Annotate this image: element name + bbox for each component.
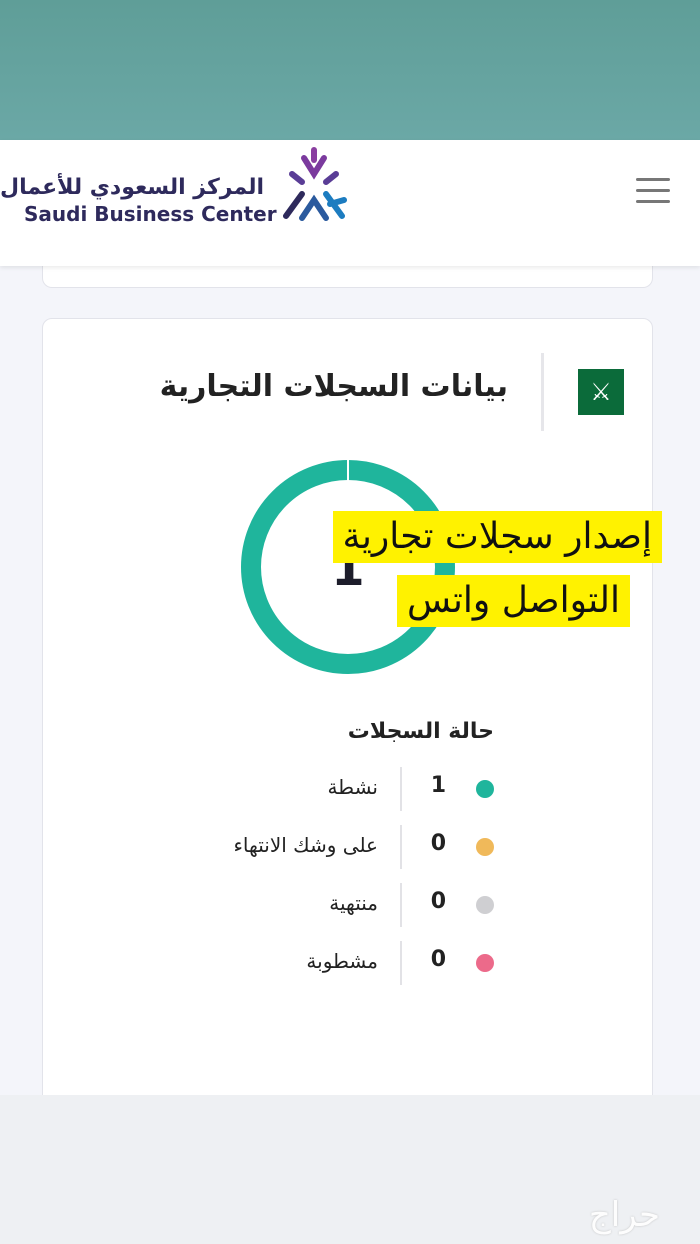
sbc-logo-icon (283, 147, 347, 221)
status-row: 0 مشطوبة (41, 941, 652, 985)
status-row: 1 نشطة (41, 767, 652, 811)
divider (400, 767, 402, 811)
card-title: بيانات السجلات التجارية (159, 369, 508, 404)
logo-english-text: Saudi Business Center (24, 202, 277, 226)
status-dot (476, 896, 494, 914)
status-label: منتهية (329, 891, 378, 915)
status-count: 0 (430, 947, 446, 972)
saudi-emblem-icon: ⚔ (578, 369, 624, 415)
promo-overlay-line1: إصدار سجلات تجارية (332, 511, 662, 563)
records-donut-chart: 1 (241, 457, 455, 674)
logo-arabic-text: المركز السعودي للأعمال (0, 175, 264, 200)
status-count: 1 (430, 773, 446, 798)
status-dot (476, 954, 494, 972)
status-dot (476, 838, 494, 856)
promo-overlay-line2: التواصل واتس (396, 575, 630, 627)
status-label: نشطة (327, 775, 378, 799)
hamburger-icon[interactable] (636, 178, 670, 204)
site-header: المركز السعودي للأعمال Saudi Business Ce… (0, 140, 700, 266)
status-bar-area (0, 0, 700, 140)
watermark: حراج (588, 1195, 660, 1235)
status-count: 0 (430, 831, 446, 856)
status-label: مشطوبة (306, 949, 378, 973)
bottom-area (0, 1095, 700, 1244)
status-row: 0 منتهية (41, 883, 652, 927)
divider (400, 941, 402, 985)
divider (400, 825, 402, 869)
status-row: 0 على وشك الانتهاء (41, 825, 652, 869)
divider (400, 883, 402, 927)
status-dot (476, 780, 494, 798)
status-title: حالة السجلات (347, 719, 494, 744)
commercial-records-card: ⚔ بيانات السجلات التجارية 1 إصدار سجلات … (41, 318, 662, 1118)
divider (541, 353, 544, 431)
status-count: 0 (430, 889, 446, 914)
status-label: على وشك الانتهاء (233, 833, 379, 857)
